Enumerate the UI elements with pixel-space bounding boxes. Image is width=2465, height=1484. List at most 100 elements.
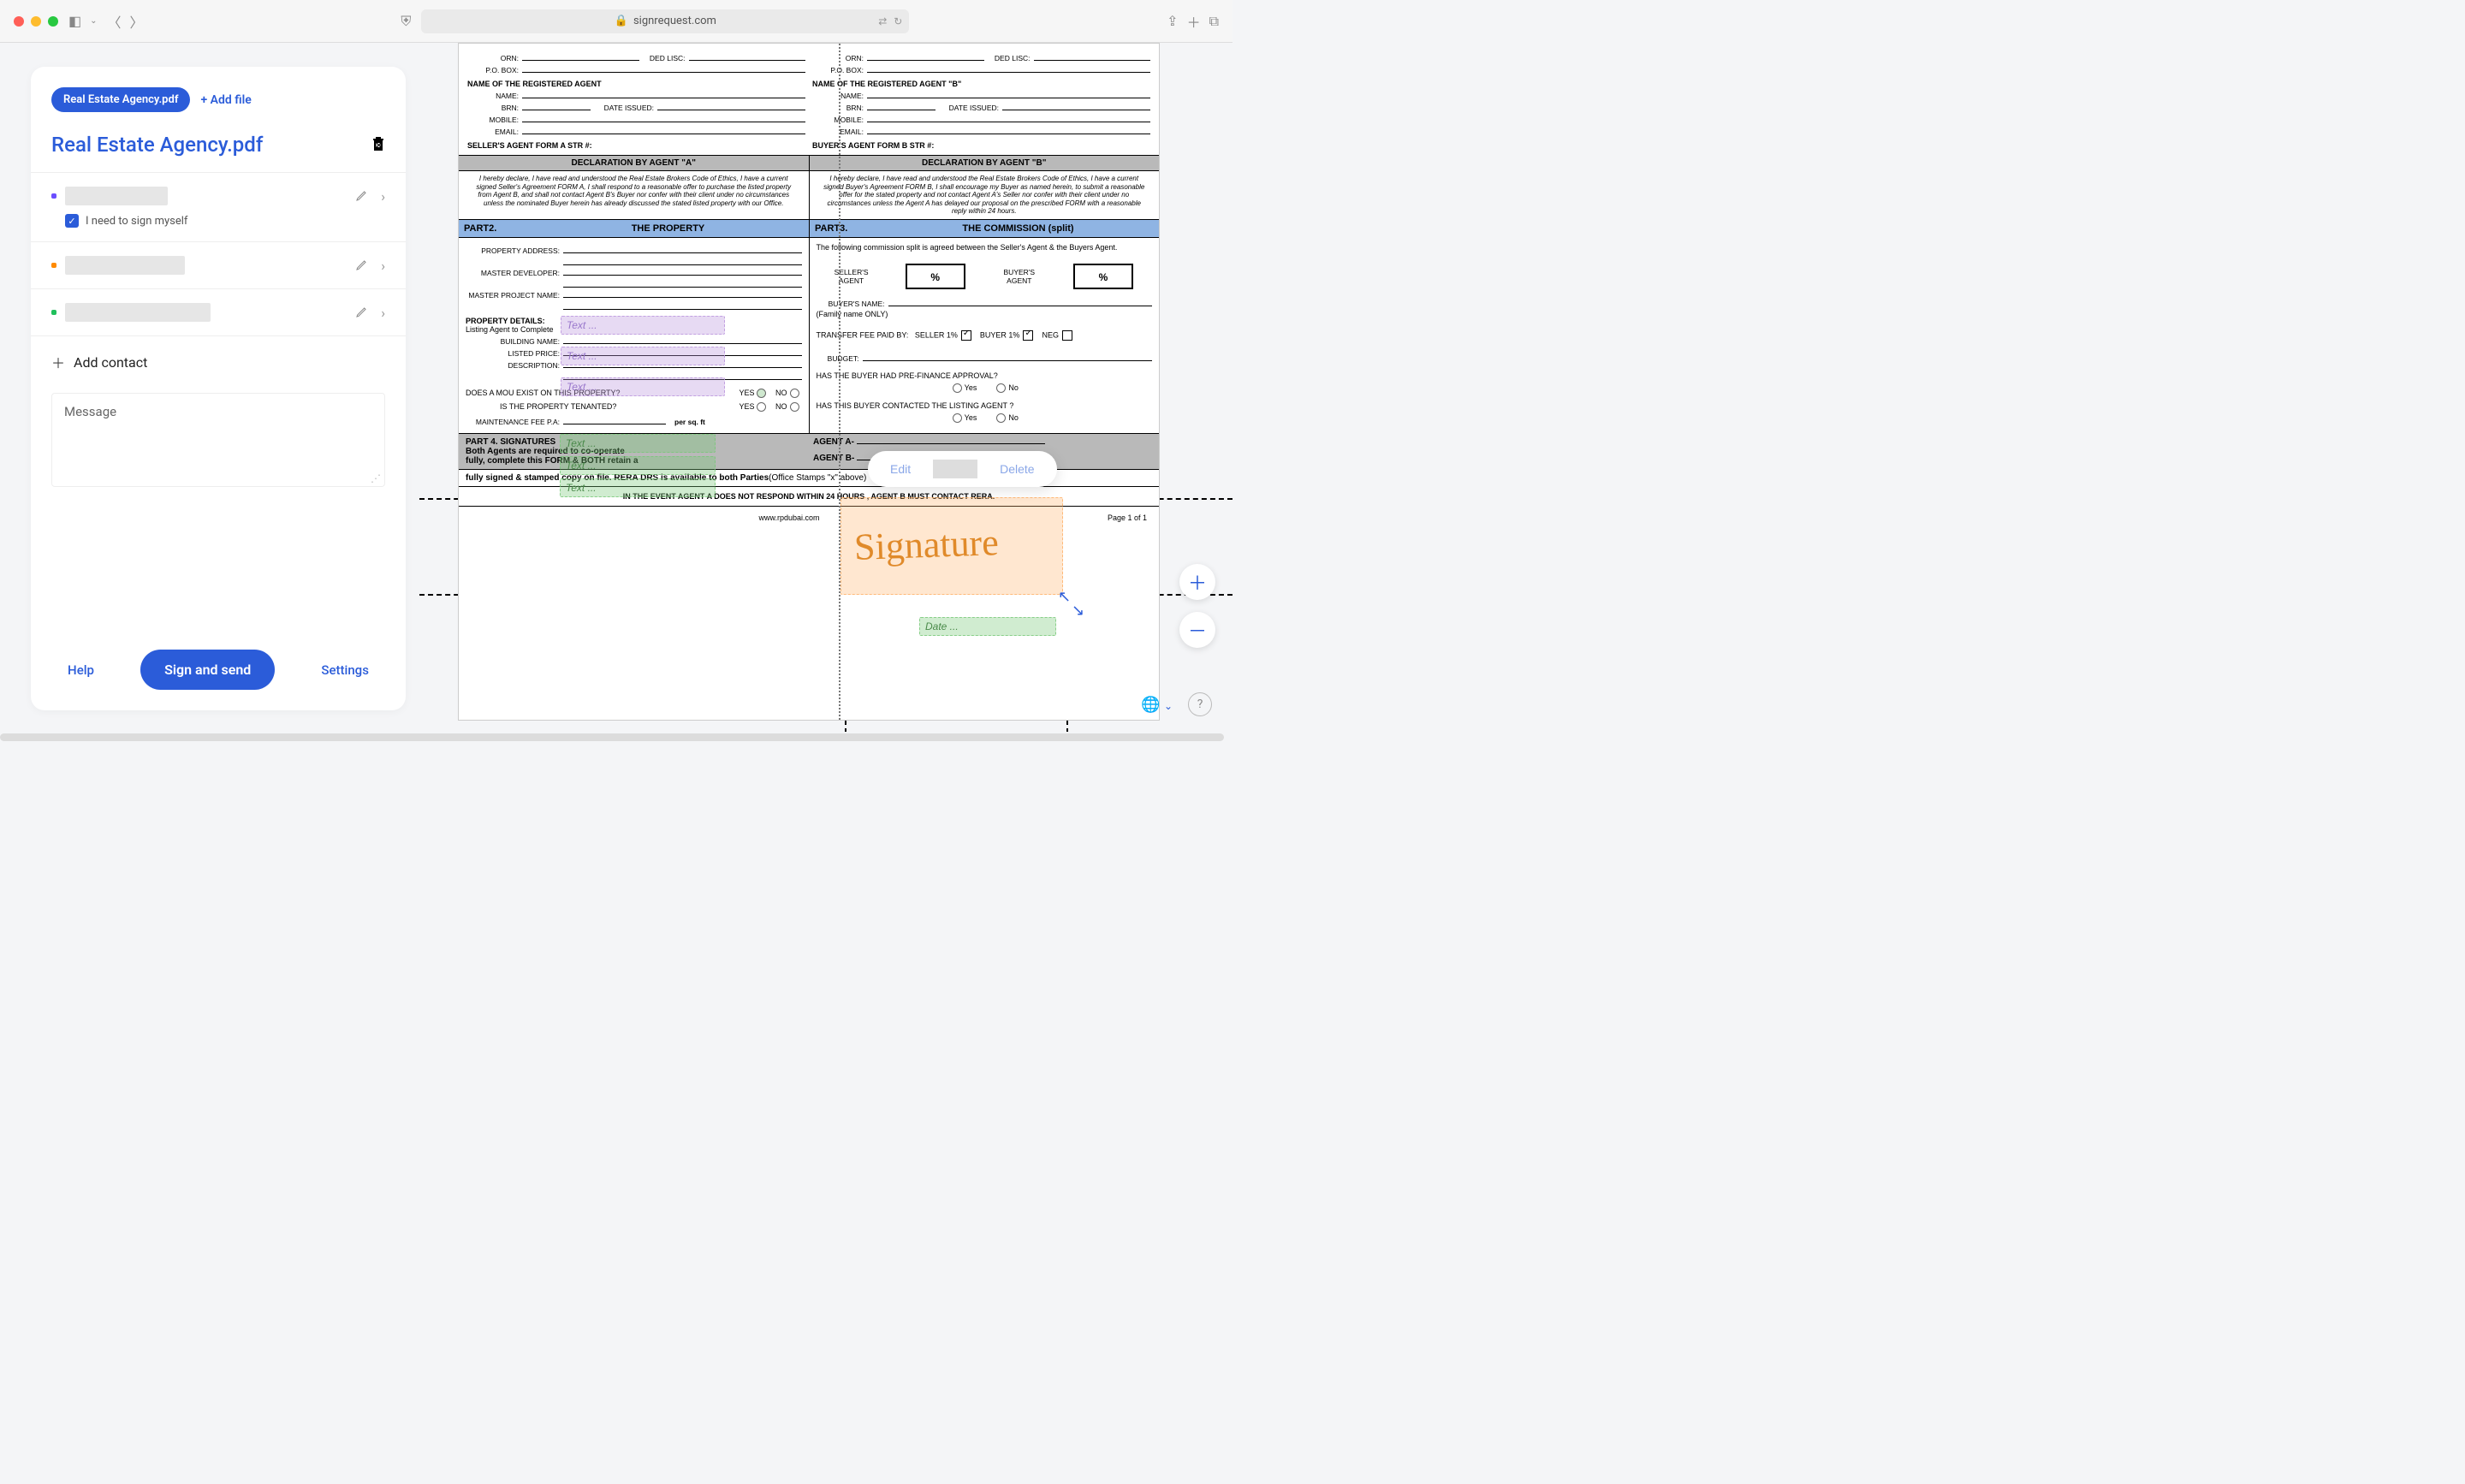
seller-pct-box: % (906, 264, 965, 289)
back-icon[interactable]: 〈 (108, 11, 122, 32)
delete-document-icon[interactable] (371, 137, 385, 152)
document-viewer[interactable]: ORN:DED LISC: P.O. BOX: NAME OF THE REGI… (419, 43, 1232, 742)
language-button[interactable]: 🌐 ⌄ (1141, 696, 1173, 714)
lab-ded-b: DED LISC: (988, 54, 1031, 62)
lab-description: DESCRIPTION: (466, 361, 560, 370)
signer-color-dot (51, 193, 56, 199)
add-file-button[interactable]: + Add file (200, 93, 251, 107)
radio-prefin-yes[interactable] (953, 383, 962, 393)
doc-page-indicator: Page 1 of 1 (1108, 513, 1147, 522)
url-bar[interactable]: 🔒 signrequest.com ⇄ ↻ (421, 9, 909, 33)
seller1-label: SELLER 1% (915, 330, 958, 339)
text-field-property-address[interactable]: Text ... (561, 316, 725, 335)
lab-date-issued-b: DATE ISSUED: (939, 104, 999, 112)
plus-icon: ＋ (51, 352, 65, 372)
sellers-agent-label: SELLER'S AGENT (830, 268, 873, 285)
signer-row-2[interactable]: › (31, 242, 406, 288)
settings-link[interactable]: Settings (321, 662, 369, 678)
radio-no[interactable] (790, 389, 799, 398)
agent-b-label: AGENT B- (813, 454, 854, 463)
text-field-listed-price[interactable]: Text ... (560, 456, 716, 475)
buyer1-checkbox[interactable] (1023, 330, 1033, 341)
dropdown-icon[interactable]: ⌄ (90, 16, 97, 26)
resize-se-icon[interactable]: ↘ (1072, 602, 1084, 620)
expand-signer-icon[interactable]: › (381, 305, 385, 321)
resize-nw-icon[interactable]: ↖ (1058, 588, 1071, 606)
signer-name-redacted (65, 187, 168, 205)
edit-signer-icon[interactable] (355, 188, 369, 202)
tabs-icon[interactable]: ⧉ (1209, 13, 1219, 30)
sidebar-toggle-icon[interactable]: ◧ (68, 13, 81, 29)
radio-yes[interactable] (757, 389, 766, 398)
signer-color-dot (51, 263, 56, 268)
reg-agent-a: NAME OF THE REGISTERED AGENT (467, 80, 805, 88)
browser-toolbar: ◧ ⌄ 〈 〉 ⛨ 🔒 signrequest.com ⇄ ↻ ⇪ ＋ ⧉ (0, 0, 1232, 43)
expand-signer-icon[interactable]: › (381, 258, 385, 274)
signature-field[interactable] (840, 497, 1063, 595)
reload-icon[interactable]: ↻ (894, 15, 902, 27)
add-contact-label: Add contact (74, 354, 147, 371)
neg-checkbox[interactable] (1062, 330, 1072, 341)
file-chip-active[interactable]: Real Estate Agency.pdf (51, 87, 190, 112)
radio-contact-yes[interactable] (953, 413, 962, 423)
no-label-3: No (1008, 383, 1019, 392)
zoom-in-button[interactable]: ＋ (1179, 564, 1215, 600)
zoom-out-button[interactable]: － (1179, 612, 1215, 648)
edit-field-button[interactable]: Edit (868, 462, 933, 476)
radio-no-2[interactable] (790, 402, 799, 412)
lab-building: BUILDING NAME: (466, 337, 560, 346)
text-field-building[interactable]: Text ... (560, 434, 716, 453)
str-b: BUYER'S AGENT FORM B STR #: (812, 141, 1150, 150)
per-sqft-label: per sq. ft (674, 418, 705, 426)
radio-yes-2[interactable] (757, 402, 766, 412)
edit-signer-icon[interactable] (355, 305, 369, 318)
signer-row-1[interactable]: › ✓ I need to sign myself (31, 173, 406, 241)
translate-icon[interactable]: ⇄ (878, 15, 887, 27)
signer-row-3[interactable]: › (31, 289, 406, 335)
resize-handle-icon[interactable]: ⋰ (371, 472, 381, 484)
lab-name-b: NAME: (812, 92, 864, 100)
delete-field-button[interactable]: Delete (977, 462, 1056, 476)
help-link[interactable]: Help (68, 662, 94, 678)
text-field-master-dev[interactable]: Text ... (561, 347, 725, 365)
lab-orn: ORN: (467, 54, 519, 62)
radio-contact-no[interactable] (996, 413, 1006, 423)
new-tab-icon[interactable]: ＋ (1187, 11, 1201, 32)
add-contact-button[interactable]: ＋ Add contact (31, 336, 406, 388)
maximize-window-icon[interactable] (48, 16, 58, 27)
horizontal-scrollbar-track[interactable] (0, 732, 1232, 742)
share-icon[interactable]: ⇪ (1167, 13, 1178, 29)
part2-label: PART2. (459, 220, 527, 237)
str-a: SELLER'S AGENT FORM A STR #: (467, 141, 805, 150)
sign-and-send-button[interactable]: Sign and send (140, 650, 275, 690)
message-textarea[interactable]: Message ⋰ (51, 393, 385, 487)
horizontal-scrollbar-thumb[interactable] (0, 733, 1224, 741)
forward-icon[interactable]: 〉 (130, 11, 144, 32)
lab-buyer-name: BUYER'S NAME: (817, 300, 885, 308)
lab-ded: DED LISC: (643, 54, 686, 62)
the-commission-label: THE COMMISSION (split) (877, 220, 1159, 237)
document-sidebar: Real Estate Agency.pdf + Add file Real E… (31, 67, 406, 710)
date-field[interactable]: Date ... (919, 617, 1056, 636)
minimize-window-icon[interactable] (31, 16, 41, 27)
seller1-checkbox[interactable] (961, 330, 971, 341)
need-sign-label: I need to sign myself (86, 215, 187, 228)
window-controls[interactable] (14, 16, 58, 27)
comm-intro: The following commission split is agreed… (817, 243, 1153, 252)
expand-signer-icon[interactable]: › (381, 188, 385, 205)
shield-icon[interactable]: ⛨ (401, 13, 411, 30)
edit-signer-icon[interactable] (355, 258, 369, 271)
radio-prefin-no[interactable] (996, 383, 1006, 393)
text-field-master-proj[interactable]: Text ... (561, 377, 725, 396)
no-label-2: NO (775, 402, 787, 411)
part4-header: PART 4. SIGNATURES (466, 437, 555, 447)
text-field-description[interactable]: Text ... (560, 478, 716, 497)
lab-date-issued: DATE ISSUED: (594, 104, 654, 112)
lab-master-dev: MASTER DEVELOPER: (466, 269, 560, 277)
lab-budget: BUDGET: (817, 354, 859, 363)
need-sign-checkbox[interactable]: ✓ (65, 214, 79, 228)
lock-icon: 🔒 (615, 15, 628, 27)
buyers-agent-label: BUYER'S AGENT (998, 268, 1041, 285)
close-window-icon[interactable] (14, 16, 24, 27)
help-button[interactable]: ? (1188, 692, 1212, 716)
